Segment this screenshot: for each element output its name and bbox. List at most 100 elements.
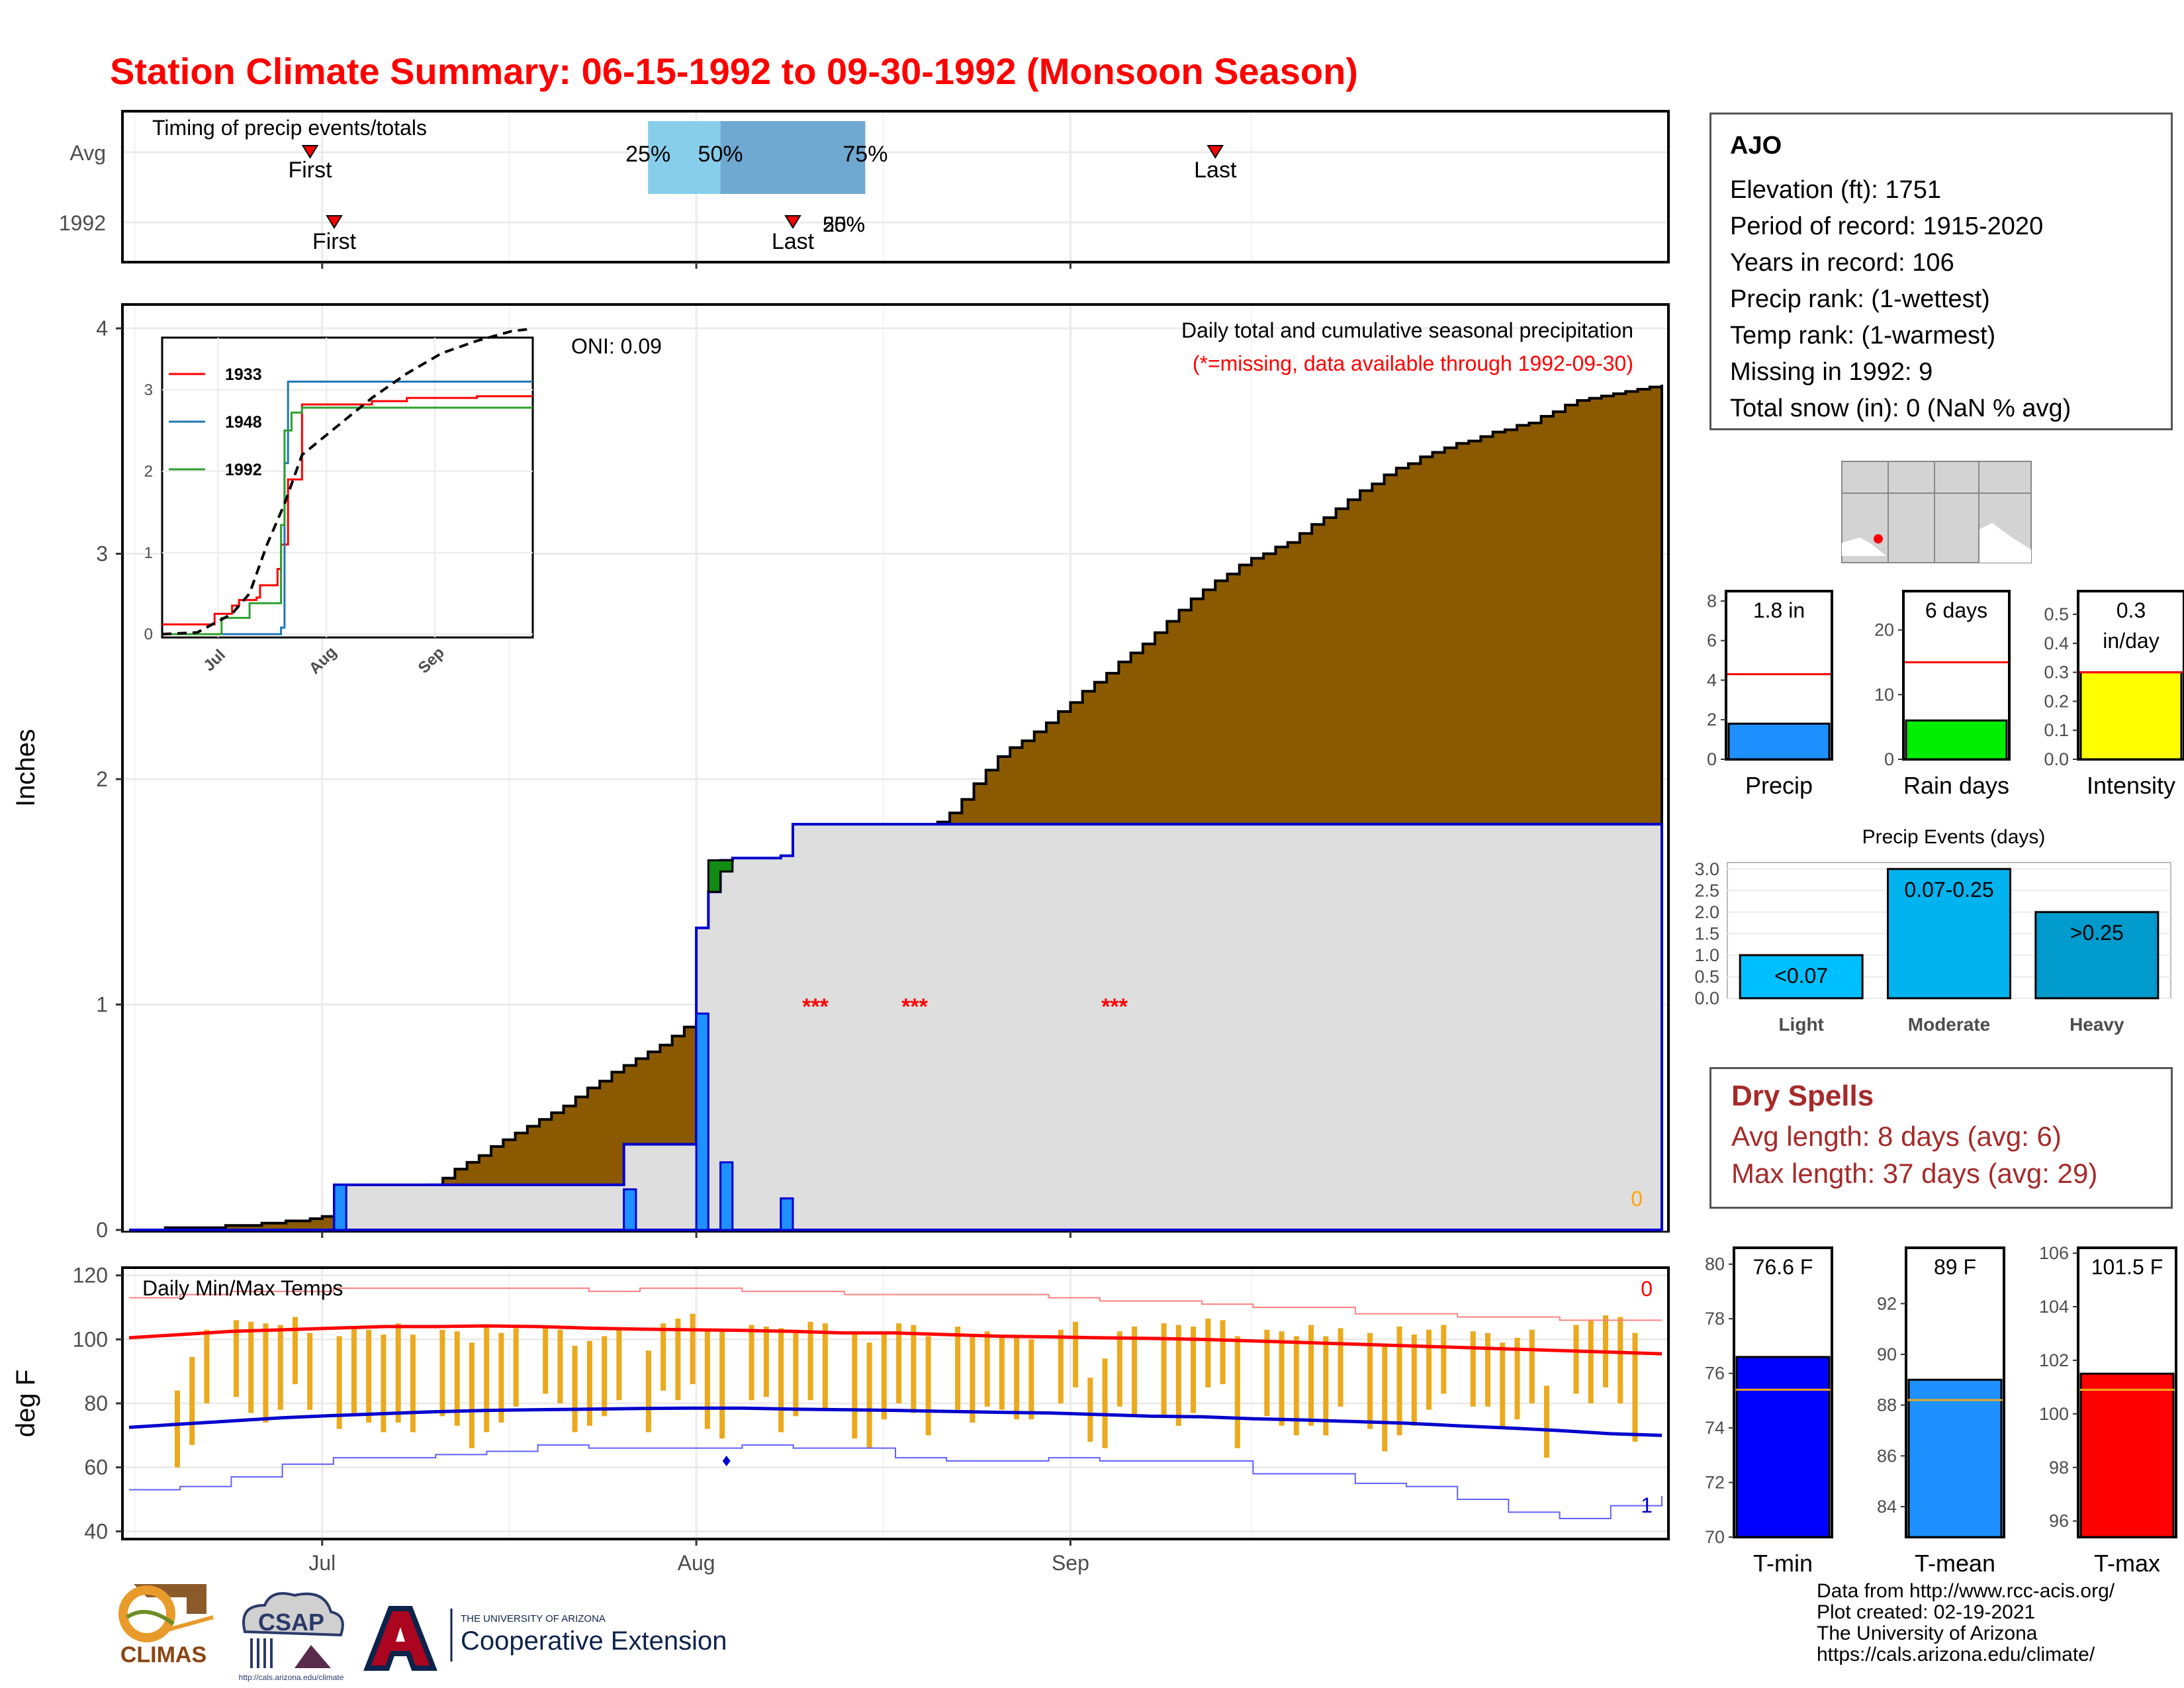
t-summary-t-min-bar [1735,1356,1831,1538]
daily-temp-range-bar [866,1342,872,1448]
temp-y-tick-label: 100 [73,1327,108,1351]
summary-intensity-value-label: in/day [2103,629,2159,653]
daily-temp-range-bar [174,1390,180,1468]
avg-last-marker [1206,145,1224,159]
daily-temp-range-bar [1234,1336,1240,1448]
x-tick-label-sep: Sep [1052,1551,1089,1575]
inset-frame [161,336,534,639]
station-name: AJO [1730,132,1782,160]
inset-y-tick-label: 3 [144,381,153,399]
summary-intensity-value-label: 0.3 [2116,598,2146,622]
summary-rain-days-bar [1905,719,2008,761]
inset-series-line-1992 [162,406,533,635]
t-summary-t-max-category-label: T-max [2094,1550,2160,1577]
precip-panel-title: Daily total and cumulative seasonal prec… [1181,318,1633,342]
climas-wordmark: CLIMAS [120,1642,206,1667]
daily-temp-range-bar [366,1329,372,1423]
t-summary-t-mean-y-tick-label: 92 [1877,1293,1897,1313]
daily-temp-range-bar [1087,1378,1093,1442]
daily-temp-range-bar [925,1336,931,1436]
t-summary-t-min-y-tick-label: 80 [1705,1254,1725,1274]
events-y-tick-label: 1.0 [1694,945,1719,965]
summary-rain-days-y-tick-label: 20 [1874,620,1894,640]
t-summary-t-max-bar [2079,1372,2175,1538]
surplus-area [707,859,734,893]
dry-spells-avg: Avg length: 8 days (avg: 6) [1731,1121,2062,1152]
oni-value: ONI: 0.09 [571,334,662,358]
daily-temp-range-bar [1132,1327,1138,1417]
precip-y-tick-label: 0 [96,1218,108,1242]
x-tick-label-jul: Jul [308,1551,336,1575]
daily-temp-range-bar [557,1329,563,1403]
precip-y-axis-title: Inches [11,729,40,807]
daily-temp-range-bar [911,1325,917,1413]
daily-temp-range-bar [1028,1339,1034,1420]
precip-panel-subtitle: (*=missing, data available through 1992-… [1193,352,1633,375]
t-summary-t-min-y-tick-label: 70 [1705,1527,1725,1547]
precip-event-category-label: Moderate [1908,1014,1990,1035]
summary-rain-days-y-tick-label: 10 [1874,684,1894,704]
daily-temp-range-bar [822,1323,828,1410]
summary-intensity-y-tick-label: 0.5 [2044,604,2069,624]
daily-temp-range-bar [749,1325,754,1401]
daily-temp-range-bar [881,1335,887,1420]
record-max-line [129,1288,1662,1321]
daily-temp-range-bar [955,1327,961,1410]
ua-org-name: THE UNIVERSITY OF ARIZONA [461,1613,606,1624]
daily-temp-range-bar [1323,1336,1329,1436]
university-of-arizona-logo [363,1606,437,1671]
daily-temp-range-bar [645,1350,651,1432]
t-summary-t-max-y-tick-label: 98 [2049,1458,2069,1477]
temp-y-tick-label: 120 [73,1264,108,1288]
station-elevation: Elevation (ft): 1751 [1730,176,1941,204]
t-summary-t-mean-value-label: 89 F [1934,1255,1976,1279]
daily-temp-range-bar [1485,1333,1491,1407]
daily-temp-range-bar [248,1321,254,1413]
daily-temp-range-bar [1411,1335,1417,1426]
events-y-tick-label: 2.0 [1694,902,1719,922]
precip-y-tick-label: 4 [96,316,108,340]
coop-extension-name: Cooperative Extension [461,1626,727,1656]
daily-temp-range-bar [602,1336,608,1417]
daily-temp-range-bar [1293,1336,1299,1436]
daily-temp-range-bar [469,1342,475,1448]
summary-intensity-y-tick-label: 0.0 [2044,749,2069,769]
precip-y-tick-label: 3 [96,542,108,566]
station-temp-rank: Temp rank: (1-warmest) [1730,322,1996,350]
daily-temp-range-bar [204,1329,210,1403]
daily-temp-range-bar [1426,1329,1432,1410]
dry-spells-box: Dry Spells Avg length: 8 days (avg: 6) M… [1709,1067,2173,1209]
daily-temp-range-bar [1573,1325,1579,1394]
daily-temp-range-bar [572,1346,578,1432]
precip-y-tick-label: 2 [96,767,108,791]
precip-corner-label: 0 [1631,1187,1643,1211]
precip-event-range-label: 0.07-0.25 [1904,878,1993,902]
daily-temp-range-bar [307,1333,313,1410]
station-location-map [1841,461,2032,563]
note-data-source: Data from http://www.rcc-acis.org/ [1817,1580,2115,1602]
inset-series-line-1948 [162,381,533,635]
daily-temp-range-bar [263,1323,269,1423]
cooperative-extension-logo: THE UNIVERSITY OF ARIZONA Cooperative Ex… [450,1609,727,1662]
summary-precip-category-label: Precip [1745,772,1813,799]
t-summary-t-max-y-tick-label: 106 [2039,1243,2069,1263]
daily-temp-range-bar [543,1328,549,1394]
t-summary-t-min-value-label: 76.6 F [1753,1255,1813,1279]
year-quartile-label-25: 25% [823,212,865,236]
precip-event-category-label: Heavy [2070,1014,2124,1035]
daily-temp-range-bar [807,1321,813,1401]
temperature-panel-title: Daily Min/Max Temps [142,1276,343,1300]
inset-y-tick-label: 0 [144,626,153,643]
x-tick-label-aug: Aug [678,1551,715,1575]
note-website: https://cals.arizona.edu/climate/ [1817,1644,2095,1665]
csap-logo: CSAP http://cals.arizona.edu/climate [239,1592,344,1682]
inset-y-tick-label: 2 [144,463,153,481]
inset-legend-label-1933: 1933 [225,365,262,384]
average-max-temp-line [128,1324,1662,1356]
year-first-label: First [312,229,357,254]
daily-temp-range-bar [351,1328,357,1413]
inset-y-tick-label: 1 [144,544,153,562]
